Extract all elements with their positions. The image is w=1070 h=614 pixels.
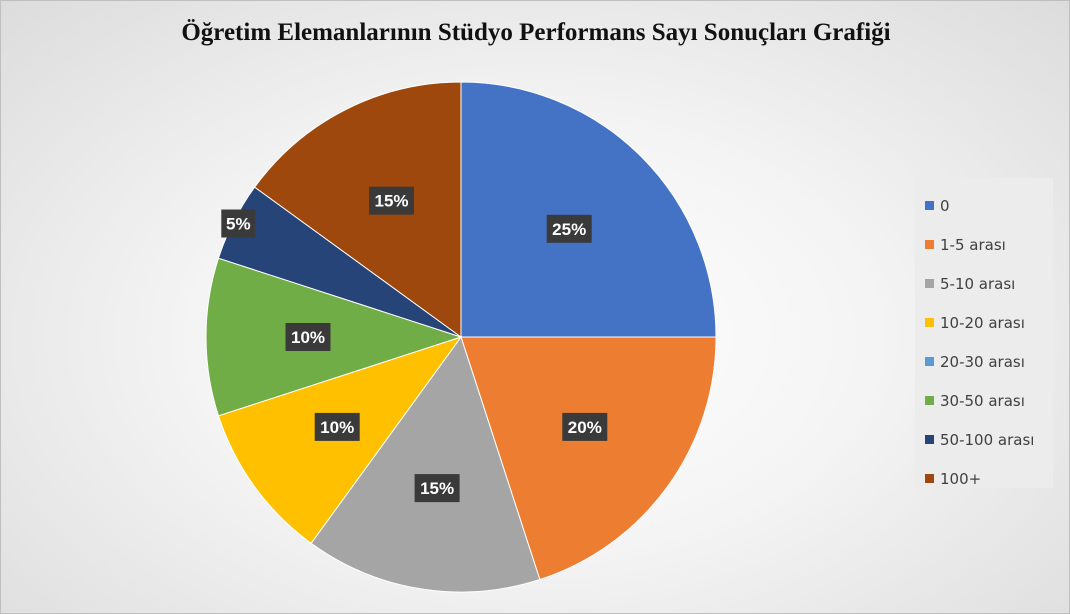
data-label-text: 20% — [568, 418, 602, 437]
legend-swatch — [925, 474, 934, 483]
data-label-text: 15% — [374, 192, 408, 211]
pie-slice-100plus — [254, 81, 462, 338]
legend-swatch — [925, 357, 934, 366]
data-label-box — [369, 186, 414, 215]
legend-label: 0 — [940, 196, 950, 215]
data-label-text: 10% — [291, 328, 325, 347]
legend-item-5-10-aras: 5-10 arası — [915, 264, 1053, 303]
legend-item-10-20-aras: 10-20 arası — [915, 303, 1053, 342]
pie-slice-1-5-aras — [460, 336, 717, 581]
data-label-text: 25% — [552, 220, 586, 239]
chart-title: Öğretim Elemanlarının Stüdyo Performans … — [181, 19, 891, 46]
data-label-5-10-aras: 15% — [414, 474, 460, 503]
data-label-100plus: 15% — [369, 186, 414, 215]
legend-swatch — [925, 435, 934, 444]
legend-swatch — [925, 279, 934, 288]
data-label-box — [562, 412, 608, 441]
data-label-box — [546, 214, 592, 243]
data-label-box — [414, 474, 460, 503]
pie-slice-5-10-aras — [310, 335, 541, 593]
data-label-text: 5% — [226, 215, 251, 234]
legend-label: 20-30 arası — [940, 352, 1025, 371]
legend-swatch — [925, 240, 934, 249]
legend-item-100plus: 100+ — [915, 459, 1053, 498]
legend-swatch — [925, 318, 934, 327]
legend: 0 1-5 arası 5-10 arası 10-20 arası 20-30 ara… — [915, 178, 1053, 488]
data-label-1-5-aras: 20% — [562, 412, 608, 441]
data-label-box — [221, 209, 256, 238]
legend-swatch — [925, 201, 934, 210]
legend-item-30-50-aras: 30-50 arası — [915, 381, 1053, 420]
legend-item-50-100-aras: 50-100 arası — [915, 420, 1053, 459]
legend-label: 10-20 arası — [940, 313, 1025, 332]
legend-label: 50-100 arası — [940, 430, 1035, 449]
data-label-text: 10% — [320, 418, 354, 437]
pie-data-labels: 25% 20% 15% 10% 10% 5% 15% — [221, 186, 608, 503]
data-label-box — [285, 323, 331, 351]
legend-label: 1-5 arası — [940, 235, 1006, 254]
legend-label: 30-50 arası — [940, 391, 1025, 410]
data-label-10-20-aras: 10% — [314, 412, 360, 441]
data-label-30-50-aras: 10% — [285, 323, 331, 351]
legend-item-0: 0 — [915, 186, 1053, 225]
pie-slice-0 — [460, 81, 717, 338]
data-label-0: 25% — [546, 214, 592, 243]
data-label-text: 15% — [420, 479, 454, 498]
legend-item-1-5-aras: 1-5 arası — [915, 225, 1053, 264]
legend-label: 100+ — [940, 469, 982, 488]
legend-swatch — [925, 396, 934, 405]
pie-slice-30-50-aras — [205, 257, 463, 417]
data-label-box — [314, 412, 360, 441]
legend-label: 5-10 arası — [940, 274, 1016, 293]
data-label-50-100-aras: 5% — [221, 209, 256, 238]
legend-item-20-30-aras: 20-30 arası — [915, 342, 1053, 381]
pie-slices — [205, 81, 717, 593]
